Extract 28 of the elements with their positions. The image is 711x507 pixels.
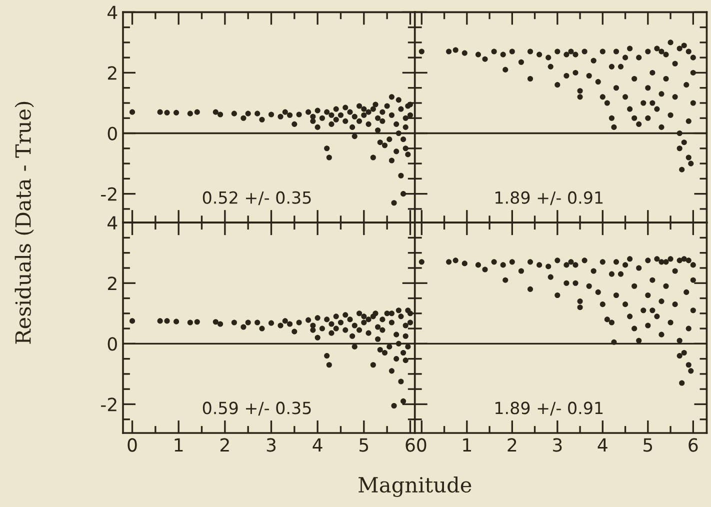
annotation: 1.89 +/- 0.91 (496, 191, 603, 206)
x-tick-label: 6 (406, 438, 415, 452)
x-tick-label: 1 (463, 438, 471, 452)
y-axis-title: Residuals (Data - True) (14, 102, 34, 344)
x-tick-label: 3 (266, 438, 276, 452)
x-tick-label: 0 (128, 438, 137, 452)
x-tick-label: 5 (360, 438, 368, 452)
x-axis-title: Magnitude (358, 476, 472, 497)
annotation: 0.59 +/- 0.35 (202, 402, 311, 416)
y-tick-label: 2 (108, 66, 116, 80)
x-tick-label: 4 (312, 438, 322, 452)
x-tick-label: 2 (220, 438, 229, 452)
y-tick-label: 0 (108, 126, 117, 140)
x-tick-label: 5 (644, 438, 652, 452)
y-tick-label: -2 (101, 398, 116, 412)
annotation: 0.52 +/- 0.35 (202, 191, 311, 206)
x-tick-label: 1 (174, 438, 183, 452)
y-tick-label: 0 (108, 337, 117, 351)
y-tick-label: 4 (108, 6, 118, 20)
x-tick-label: 0 (417, 438, 426, 452)
annotation: 1.89 +/- 0.91 (496, 402, 603, 416)
x-tick-label: 4 (598, 438, 608, 452)
x-tick-label: 2 (508, 438, 516, 452)
y-tick-label: 4 (108, 216, 118, 230)
y-tick-label: 2 (108, 276, 116, 290)
x-tick-label: 3 (553, 438, 562, 452)
x-tick-label: 6 (688, 438, 698, 452)
y-tick-label: -2 (101, 187, 116, 201)
